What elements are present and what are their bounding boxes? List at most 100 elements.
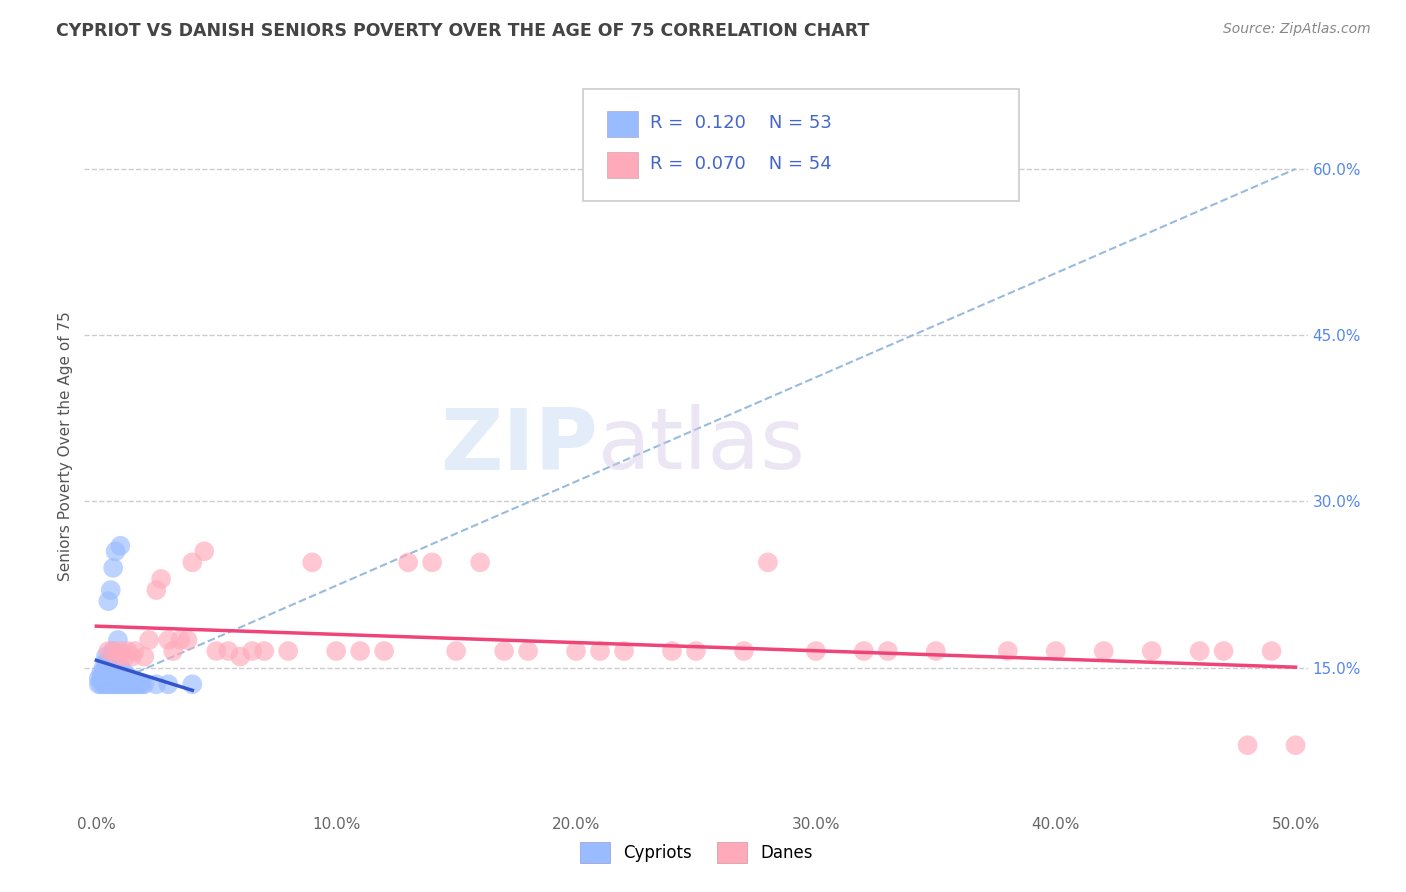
Point: [110, 677, 132, 691]
Text: R =  0.120    N = 53: R = 0.120 N = 53: [650, 114, 831, 132]
Point: [114, 666, 136, 681]
Point: [301, 555, 323, 569]
Point: [107, 649, 129, 664]
Legend: Cypriots, Danes: Cypriots, Danes: [572, 836, 820, 869]
Point: [128, 677, 150, 691]
Point: [150, 572, 173, 586]
Point: [134, 677, 156, 691]
Point: [93, 660, 115, 674]
Point: [193, 544, 215, 558]
Point: [94, 672, 117, 686]
Point: [90, 666, 112, 681]
Point: [110, 539, 132, 553]
Point: [162, 644, 184, 658]
Point: [124, 677, 146, 691]
Point: [90, 677, 112, 691]
Point: [876, 644, 898, 658]
Point: [107, 632, 129, 647]
Point: [925, 644, 948, 658]
Point: [118, 677, 141, 691]
Point: [90, 672, 112, 686]
Point: [97, 677, 120, 691]
Point: [110, 660, 132, 674]
Point: [804, 644, 827, 658]
Point: [110, 672, 132, 686]
Point: [93, 677, 115, 691]
Point: [145, 677, 167, 691]
Point: [121, 649, 143, 664]
Point: [97, 666, 120, 681]
Point: [205, 644, 228, 658]
Point: [1188, 644, 1211, 658]
Point: [253, 644, 276, 658]
Point: [100, 655, 122, 669]
Point: [107, 677, 129, 691]
Point: [145, 583, 167, 598]
Point: [373, 644, 395, 658]
Point: [94, 677, 117, 691]
Point: [121, 672, 143, 686]
Point: [157, 632, 180, 647]
Point: [131, 677, 153, 691]
Point: [104, 666, 127, 681]
Point: [349, 644, 371, 658]
Point: [277, 644, 299, 658]
Point: [181, 555, 204, 569]
Point: [117, 644, 139, 658]
Point: [181, 677, 204, 691]
Point: [1140, 644, 1163, 658]
Point: [157, 677, 180, 691]
Point: [111, 677, 134, 691]
Point: [93, 666, 115, 681]
Point: [517, 644, 540, 658]
Text: ZIP: ZIP: [440, 404, 598, 488]
Point: [134, 649, 156, 664]
Point: [93, 672, 115, 686]
Point: [101, 644, 124, 658]
Point: [104, 677, 127, 691]
Point: [468, 555, 491, 569]
Point: [101, 672, 124, 686]
Point: [97, 672, 120, 686]
Point: [124, 644, 146, 658]
Point: [217, 644, 239, 658]
Point: [1260, 644, 1282, 658]
Point: [997, 644, 1019, 658]
Point: [101, 644, 124, 658]
Point: [240, 644, 263, 658]
Y-axis label: Seniors Poverty Over the Age of 75: Seniors Poverty Over the Age of 75: [58, 311, 73, 581]
Point: [444, 644, 467, 658]
Point: [110, 644, 132, 658]
Point: [100, 672, 122, 686]
Point: [104, 544, 127, 558]
Point: [396, 555, 419, 569]
Point: [101, 677, 124, 691]
Point: [127, 677, 149, 691]
Point: [87, 677, 110, 691]
Point: [97, 655, 120, 669]
Point: [325, 644, 347, 658]
Point: [565, 644, 588, 658]
Point: [613, 644, 636, 658]
Text: atlas: atlas: [598, 404, 806, 488]
Point: [97, 644, 120, 658]
Point: [852, 644, 875, 658]
Point: [114, 649, 136, 664]
Point: [111, 672, 134, 686]
Point: [169, 632, 191, 647]
Point: [685, 644, 707, 658]
Point: [661, 644, 683, 658]
Point: [1284, 738, 1306, 752]
Point: [117, 672, 139, 686]
Point: [117, 677, 139, 691]
Point: [100, 583, 122, 598]
Point: [87, 672, 110, 686]
Point: [176, 632, 198, 647]
Point: [101, 561, 124, 575]
Point: [94, 655, 117, 669]
Point: [1236, 738, 1258, 752]
Point: [756, 555, 779, 569]
Text: CYPRIOT VS DANISH SENIORS POVERTY OVER THE AGE OF 75 CORRELATION CHART: CYPRIOT VS DANISH SENIORS POVERTY OVER T…: [56, 22, 870, 40]
Point: [420, 555, 443, 569]
Point: [494, 644, 516, 658]
